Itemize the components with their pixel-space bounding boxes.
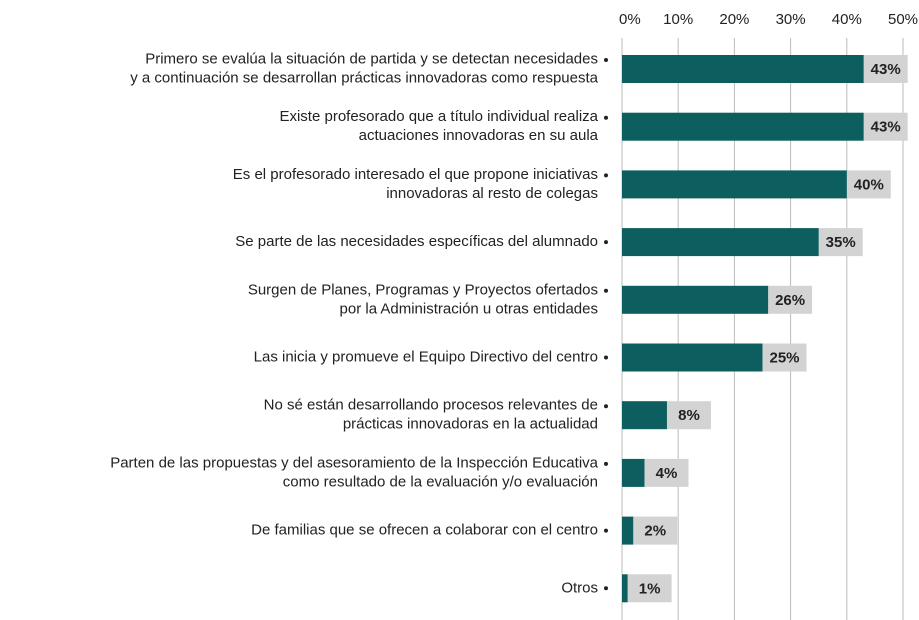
label-line: Las inicia y promueve el Equipo Directiv…	[254, 348, 598, 365]
value-label: 43%	[871, 61, 901, 78]
value-label: 40%	[854, 176, 884, 193]
value-label: 43%	[871, 119, 901, 136]
label-line: como resultado de la evaluación y/o eval…	[283, 473, 598, 490]
label-box	[644, 458, 689, 487]
bar	[622, 401, 667, 430]
bullet	[604, 240, 608, 245]
label-line: actuaciones innovadoras en su aula	[359, 127, 599, 144]
bullet	[604, 288, 608, 293]
label-box	[768, 285, 813, 314]
bullet	[604, 404, 608, 409]
x-tick-label: 40%	[832, 11, 862, 28]
category-label: Se parte de las necesidades específicas …	[235, 233, 598, 250]
category-label: Las inicia y promueve el Equipo Directiv…	[254, 348, 598, 365]
x-tick-label: 0%	[619, 11, 641, 28]
value-label: 35%	[826, 234, 856, 251]
bullet	[604, 528, 608, 533]
bar	[622, 112, 864, 141]
category-label: Primero se evalúa la situación de partid…	[130, 50, 598, 86]
value-label: 1%	[639, 580, 661, 597]
label-line: Se parte de las necesidades específicas …	[235, 233, 598, 250]
label-line: No sé están desarrollando procesos relev…	[264, 397, 598, 414]
category-label: Surgen de Planes, Programas y Proyectos …	[248, 281, 598, 317]
bar	[622, 285, 769, 314]
bar	[622, 458, 645, 487]
x-tick-label: 50%	[888, 11, 918, 28]
label-line: Primero se evalúa la situación de partid…	[145, 50, 598, 67]
bullet	[604, 58, 608, 62]
bar	[622, 343, 763, 372]
category-label: De familias que se ofrecen a colaborar c…	[251, 522, 598, 539]
label-line: y a continuación se desarrollan práctica…	[130, 69, 598, 86]
label-line: prácticas innovadoras en la actualidad	[343, 416, 598, 433]
label-line: innovadoras al resto de colegas	[386, 185, 598, 202]
value-label: 2%	[644, 523, 666, 540]
label-box	[633, 516, 678, 545]
category-label: Existe profesorado que a título individu…	[279, 108, 598, 144]
label-line: De familias que se ofrecen a colaborar c…	[251, 522, 598, 539]
bullet	[604, 461, 608, 466]
bar	[622, 228, 819, 257]
category-label: Otros	[561, 579, 598, 596]
value-label: 25%	[769, 349, 799, 366]
bullet	[604, 586, 608, 591]
label-box	[863, 55, 908, 83]
label-line: Parten de las propuestas y del asesorami…	[110, 454, 598, 471]
label-line: Otros	[561, 579, 598, 596]
x-tick-label: 20%	[719, 11, 749, 28]
bullet	[604, 173, 608, 178]
x-tick-label: 10%	[663, 11, 693, 28]
category-label: No sé están desarrollando procesos relev…	[264, 397, 598, 433]
value-label: 8%	[678, 407, 700, 424]
bar	[622, 170, 847, 199]
label-box	[627, 574, 672, 603]
label-box	[762, 343, 807, 372]
label-box	[666, 401, 711, 430]
label-line: Existe profesorado que a título individu…	[279, 108, 598, 125]
label-line: por la Administración u otras entidades	[340, 300, 598, 317]
bar	[622, 55, 864, 83]
category-label: Parten de las propuestas y del asesorami…	[110, 454, 598, 490]
label-line: Surgen de Planes, Programas y Proyectos …	[248, 281, 598, 298]
value-label: 4%	[656, 465, 678, 482]
label-box	[846, 170, 891, 199]
bar	[622, 574, 628, 603]
label-box	[818, 228, 863, 257]
label-box	[863, 112, 908, 141]
x-tick-label: 30%	[776, 11, 806, 28]
bullet	[604, 355, 608, 360]
category-label: Es el profesorado interesado el que prop…	[233, 166, 598, 202]
label-line: Es el profesorado interesado el que prop…	[233, 166, 598, 183]
bar	[622, 516, 634, 545]
value-label: 26%	[775, 292, 805, 309]
bullet	[604, 115, 608, 120]
